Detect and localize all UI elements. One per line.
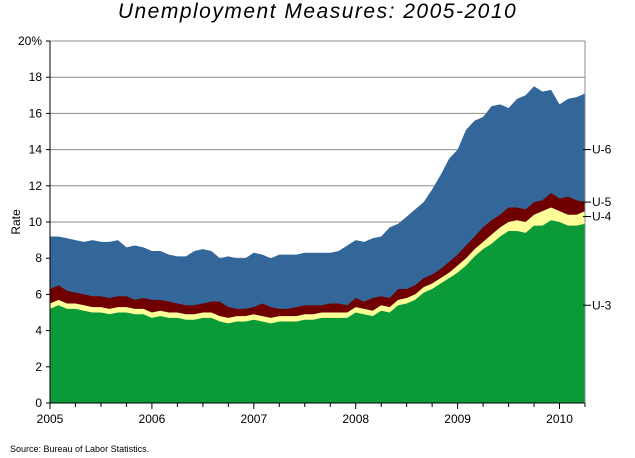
y-tick-label-2: 2 (35, 360, 42, 374)
axes: 0 2 4 6 8 10 12 14 16 18 20% 2005 2006 2007 2008 2009 20… (9, 34, 586, 426)
x-tick-label-2007: 2007 (240, 412, 267, 426)
x-tick-label-2008: 2008 (342, 412, 369, 426)
source-note: Source: Bureau of Labor Statistics. (10, 444, 150, 454)
series-label-u-4: U-4 (592, 210, 612, 224)
x-tick-label-2010: 2010 (546, 412, 573, 426)
y-tick-label-8: 8 (35, 251, 42, 265)
y-tick-label-14: 14 (29, 143, 43, 157)
y-tick-label-4: 4 (35, 324, 42, 338)
series-label-u-6: U-6 (592, 143, 612, 157)
series-labels: U-6 U-5U-4 U-3 (583, 143, 612, 312)
chart-title: Unemployment Measures: 2005-2010 (117, 0, 518, 23)
x-tick-label-2009: 2009 (444, 412, 471, 426)
area-u-3 (50, 220, 585, 403)
y-tick-label-16: 16 (29, 106, 43, 120)
x-tick-label-2005: 2005 (37, 412, 64, 426)
y-tick-label-20: 20% (18, 34, 42, 48)
y-axis-title: Rate (9, 209, 23, 235)
series-label-u-5: U-5 (592, 195, 612, 209)
series-label-u-3: U-3 (592, 298, 612, 312)
y-tick-label-0: 0 (35, 396, 42, 410)
y-tick-label-10: 10 (29, 215, 43, 229)
y-tick-label-18: 18 (29, 70, 43, 84)
y-tick-label-12: 12 (29, 179, 43, 193)
x-tick-label-2006: 2006 (139, 412, 166, 426)
area-series (50, 86, 585, 403)
y-tick-label-6: 6 (35, 287, 42, 301)
